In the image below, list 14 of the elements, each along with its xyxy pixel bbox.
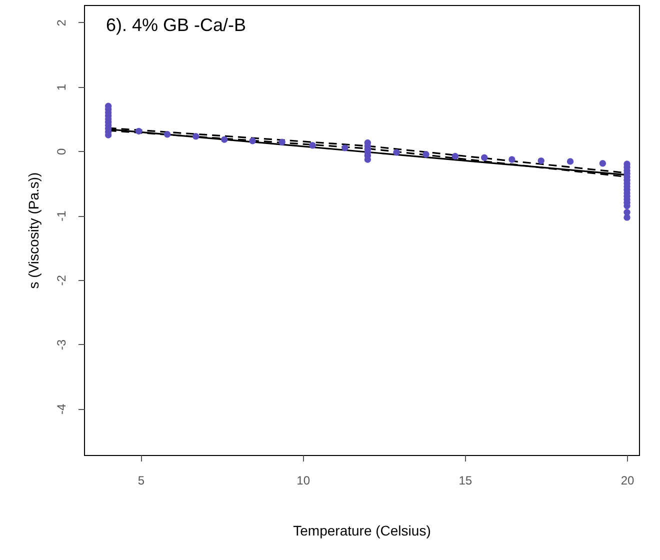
y-axis-title: s (Viscosity (Pa.s)) <box>26 172 42 289</box>
x-axis-title: Temperature (Celsius) <box>293 522 431 538</box>
y-tick-label: 2 <box>54 19 68 26</box>
x-tick-label: 20 <box>620 474 634 488</box>
x-tick-label: 10 <box>296 474 310 488</box>
annotation: 6). 4% GB -Ca/-B <box>106 15 246 35</box>
y-tick-label: -3 <box>54 339 68 350</box>
x-tick-label: 15 <box>458 474 472 488</box>
y-tick-label: 1 <box>54 84 68 91</box>
x-tick-label: 5 <box>138 474 145 488</box>
y-tick-label: -4 <box>54 403 68 414</box>
y-tick-label: 0 <box>54 148 68 155</box>
y-tick-label: -1 <box>54 210 68 222</box>
y-tick-label: -2 <box>54 274 68 286</box>
